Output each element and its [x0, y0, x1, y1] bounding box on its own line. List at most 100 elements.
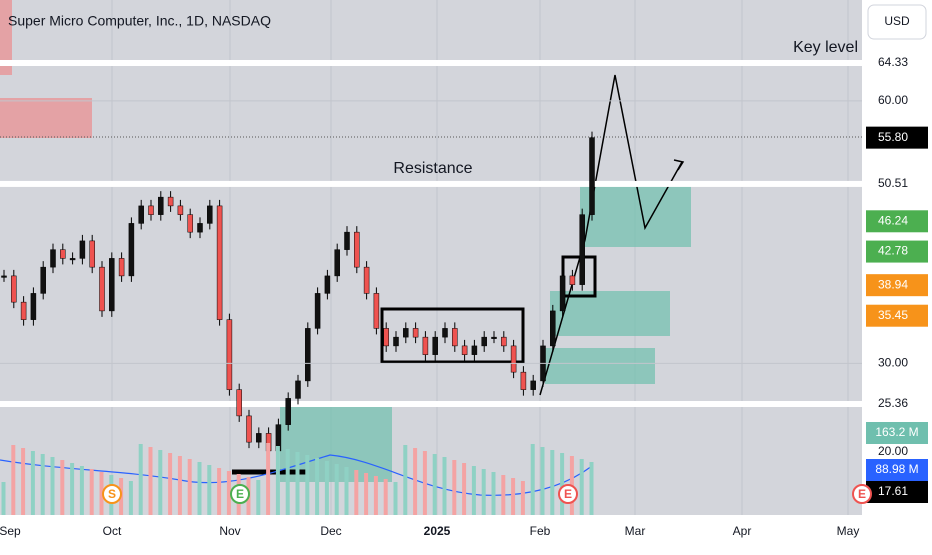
range-box: [380, 307, 525, 364]
candle: [148, 205, 154, 215]
event-label: E: [236, 487, 244, 501]
volume-bar: [579, 459, 584, 515]
level-band: [0, 401, 862, 407]
candle: [128, 223, 135, 277]
volume-bar: [70, 463, 75, 515]
time-label: Mar: [625, 524, 646, 538]
volume-bar: [158, 450, 163, 515]
price-label: 64.33: [878, 55, 908, 69]
level-band: [0, 180, 862, 187]
candle: [305, 328, 311, 382]
volume-bar: [187, 459, 192, 515]
volume-bar: [305, 455, 310, 515]
volume-bar: [177, 456, 182, 515]
volume-bar: [285, 449, 290, 515]
volume-bar: [60, 460, 65, 515]
price-label-bg: [866, 52, 928, 74]
currency-button[interactable]: [867, 4, 927, 40]
time-label: Nov: [219, 524, 240, 538]
volume-bar: [413, 448, 418, 515]
price-label-bg: [866, 210, 928, 233]
volume-bar: [99, 472, 104, 515]
candle: [216, 205, 223, 320]
price-label-bg: [866, 304, 928, 327]
candle: [187, 214, 193, 233]
time-labels: Sep Oct Nov Dec 2025 Feb Mar Apr May: [0, 524, 859, 538]
candle: [403, 328, 409, 338]
volume-bar: [520, 481, 525, 515]
candle: [207, 205, 213, 224]
time-label: Feb: [530, 524, 551, 538]
time-label: Sep: [0, 524, 21, 538]
candle: [442, 328, 448, 338]
supply-zone: [0, 98, 92, 138]
volume-bar: [491, 472, 496, 515]
volume-bar: [393, 482, 398, 515]
event-label: E: [858, 487, 866, 501]
volume-bar: [266, 443, 271, 515]
last-label: 17.61: [878, 484, 908, 498]
candle: [314, 293, 321, 329]
volume-bar: [550, 450, 555, 515]
event-badge: [852, 484, 872, 504]
candle: [246, 415, 252, 443]
candle: [510, 345, 517, 373]
price-label-bg: [866, 393, 928, 415]
volume-bar: [422, 451, 427, 515]
volume-bar: [295, 452, 300, 515]
volume-bar: [11, 445, 16, 515]
price-tick: 30.00: [878, 356, 908, 370]
price-label: 50.51: [878, 176, 908, 190]
price-label-bg: [866, 126, 928, 149]
candle: [452, 328, 458, 347]
candle: [99, 266, 105, 312]
candle: [167, 196, 174, 207]
volume-bar: [40, 454, 45, 515]
price-label: 46.24: [878, 213, 908, 227]
volume-bar: [344, 467, 349, 515]
currency[interactable]: USD: [884, 14, 910, 28]
volume-bar: [197, 462, 202, 515]
volume-bar: [148, 447, 153, 515]
candle: [197, 223, 203, 233]
candle: [363, 266, 370, 294]
last-label-bg: [866, 481, 928, 503]
volume-bar: [354, 470, 359, 515]
volume-bar: [462, 463, 467, 515]
candle: [422, 336, 429, 355]
candle: [69, 258, 76, 261]
volume-label: 163.2 M: [875, 425, 918, 439]
volume-bar: [138, 444, 143, 515]
candle: [481, 336, 487, 347]
volume-bar: [383, 479, 388, 515]
volume-bar: [50, 457, 55, 515]
supply-zone: [0, 0, 12, 75]
volume-ma-label-bg: [866, 459, 928, 481]
price-label-bg: [866, 240, 928, 263]
candle: [579, 214, 585, 285]
volume-bar: [511, 478, 516, 515]
price-label: 42.78: [878, 244, 908, 258]
candle: [344, 231, 350, 250]
volume-bar: [442, 457, 447, 515]
candle: [50, 249, 56, 268]
volume-bar: [373, 476, 378, 515]
chart-area: [0, 0, 862, 515]
candle: [569, 275, 576, 285]
volume-bar: [168, 453, 173, 515]
volume-bar: [530, 444, 535, 515]
time-label: May: [837, 524, 860, 538]
candle: [89, 240, 95, 268]
projection-arrow: [539, 74, 683, 396]
time-label: Dec: [320, 524, 341, 538]
event-label: S: [108, 487, 116, 501]
candle: [60, 249, 66, 259]
candle: [491, 336, 497, 339]
volume-bar: [452, 460, 457, 515]
volume-ma-label: 88.98 M: [875, 462, 918, 476]
event-label: E: [564, 487, 572, 501]
candle: [550, 310, 556, 347]
volume-label-bg: [866, 422, 928, 444]
candle: [461, 345, 468, 355]
